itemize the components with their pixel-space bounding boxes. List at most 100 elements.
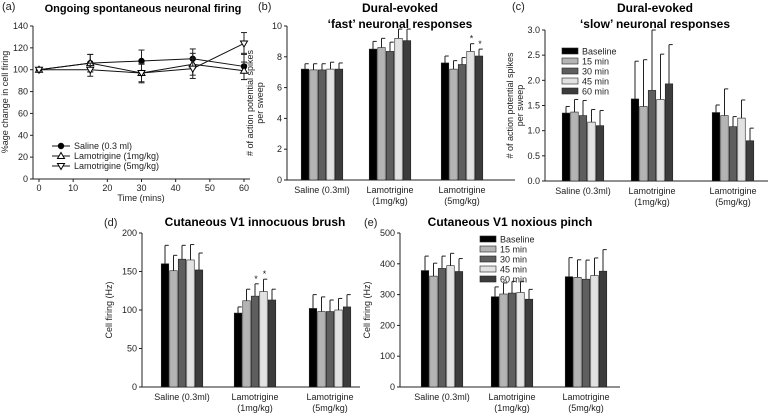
legend-swatch [479, 275, 497, 283]
bar-baseline [711, 112, 721, 182]
bar-baseline [630, 98, 640, 182]
panel-d-y-label: Cell firing (Hz) [104, 281, 114, 338]
legend-swatch [561, 57, 579, 65]
y-tick-label: 0 [23, 174, 28, 184]
x-category-label: Lamotrigine [562, 392, 609, 402]
x-tick-label: 0 [36, 183, 41, 193]
legend-label: 30 min [500, 255, 527, 265]
bar-60-min [664, 83, 674, 182]
bar-baseline [300, 68, 310, 181]
y-tick-label: 2 [277, 144, 282, 154]
panel-e-title: Cutaneous V1 noxious pinch [428, 215, 593, 229]
panel-b-label: (b) [258, 1, 271, 13]
bar-15-min [499, 293, 508, 388]
bar-60-min [194, 269, 204, 388]
y-tick-label: 100 [380, 351, 395, 361]
legend-marker [57, 142, 65, 150]
panel-d-label: (d) [104, 217, 117, 229]
y-tick-label: 20 [18, 152, 28, 162]
y-tick-label: 300 [380, 290, 395, 300]
bar-15-min [573, 277, 582, 388]
x-category-label: Lamotrigine [488, 392, 535, 402]
y-tick-label: 500 [380, 228, 395, 238]
y-tick-label: 80 [18, 87, 28, 97]
y-tick-label: 0 [277, 175, 282, 185]
bar-baseline [490, 296, 500, 388]
bar-45-min [590, 275, 599, 388]
bar-45-min [446, 265, 455, 388]
bar-45-min [587, 121, 596, 182]
data-point [85, 66, 95, 75]
legend-label: 45 min [500, 265, 527, 275]
legend-label: Lamotrigine (1mg/kg) [74, 151, 159, 161]
y-tick-label: 1.5 [527, 101, 540, 111]
panel-d-title: Cutaneous V1 innocuous brush [165, 215, 346, 229]
bar-30-min [457, 64, 467, 181]
x-category-label: (1mg/kg) [494, 403, 530, 413]
legend-marker [56, 163, 66, 171]
y-tick-label: 150 [122, 267, 137, 277]
bar-45-min [186, 259, 195, 388]
panel-a-x-label: Time (mins) [117, 193, 164, 203]
bar-60-min [474, 55, 484, 181]
x-category-label: (1mg/kg) [237, 403, 273, 413]
x-category-label: Lamotrigine [366, 185, 413, 195]
panel-c-title: Dural-evoked [617, 1, 693, 15]
y-tick-label: 1.0 [527, 126, 540, 136]
significance-star: * [263, 269, 267, 279]
y-tick-label: 40 [18, 130, 28, 140]
panel-a-title: Ongoing spontaneous neuronal firing [45, 3, 242, 15]
data-point [188, 65, 198, 74]
y-tick-label: 2.0 [527, 75, 540, 85]
bar-baseline [308, 308, 318, 388]
bar-15-min [720, 115, 729, 182]
bar-45-min [656, 99, 665, 182]
bar-baseline [564, 276, 574, 388]
x-category-label: Lamotrigine [231, 392, 278, 402]
y-tick-label: 0 [390, 382, 395, 392]
y-tick-label: 120 [13, 43, 28, 53]
bar-30-min [578, 115, 588, 182]
x-category-label: Lamotrigine [306, 392, 353, 402]
bar-baseline [420, 270, 430, 388]
x-tick-label: 40 [171, 183, 181, 193]
y-tick-label: 60 [18, 108, 28, 118]
legend-swatch [561, 87, 579, 95]
x-tick-label: 50 [205, 183, 215, 193]
x-category-label: Saline (0.3ml) [294, 185, 350, 195]
y-tick-label: 6 [277, 83, 282, 93]
bar-30-min [325, 311, 335, 388]
data-point [34, 66, 44, 75]
bar-45-min [326, 68, 335, 181]
bar-15-min [429, 275, 438, 388]
bar-15-min [317, 311, 326, 388]
bar-baseline [561, 112, 571, 182]
panel-b-title: Dural-evoked [362, 1, 438, 15]
bar-30-min [728, 126, 738, 182]
panel-a-label: (a) [2, 1, 15, 13]
bar-30-min [177, 258, 187, 388]
x-category-label: Lamotrigine [628, 186, 675, 196]
legend-label: 15 min [582, 57, 609, 67]
legend-label: Saline (0.3 ml) [74, 141, 132, 151]
bar-30-min [317, 69, 327, 181]
bar-60-min [267, 299, 277, 388]
bar-60-min [342, 306, 352, 388]
legend-label: 30 min [582, 67, 609, 77]
panel-a-y-axis: 0 20 40 60 80 100 120 140 [13, 21, 250, 184]
x-category-label: Saline (0.3ml) [555, 186, 611, 196]
y-tick-label: 3.0 [527, 25, 540, 35]
panel-b-title: ‘fast’ neuronal responses [328, 17, 473, 31]
panel-c-title: ‘slow’ neuronal responses [580, 17, 730, 31]
legend-marker [56, 151, 66, 159]
x-category-label: Saline (0.3ml) [154, 392, 210, 402]
bar-45-min [394, 38, 403, 181]
bar-45-min [466, 51, 475, 181]
panel-e-y-label: Cell firing (Hz) [362, 281, 372, 338]
y-tick-label: 140 [13, 21, 28, 31]
y-tick-label: 2.5 [527, 50, 540, 60]
x-tick-label: 10 [68, 183, 78, 193]
panel-c-y-label: per sweep [515, 85, 525, 127]
significance-star: * [254, 274, 258, 284]
bar-baseline [233, 312, 243, 388]
